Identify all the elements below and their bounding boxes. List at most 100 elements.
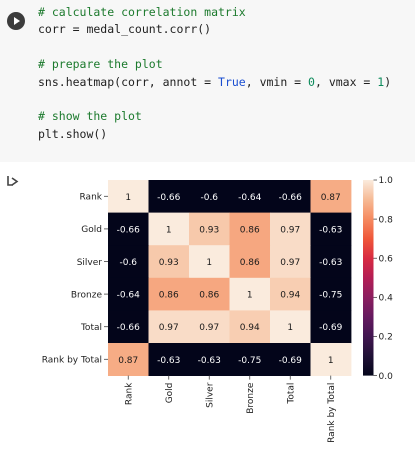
- code-token: , vmax =: [314, 74, 378, 89]
- y-tick-label: Bronze: [71, 290, 103, 300]
- colorbar-tick-label: 0.0: [379, 372, 394, 382]
- cell-value-label: -0.66: [117, 323, 141, 333]
- x-tick-label: Total: [287, 383, 297, 405]
- cell-value-label: 0.87: [118, 356, 138, 366]
- cell-value-label: 0.97: [199, 323, 219, 333]
- colorbar: [363, 180, 374, 376]
- code-token: True: [218, 74, 246, 89]
- cell-value-label: 1: [166, 225, 172, 235]
- cell-value-label: 0.87: [321, 193, 341, 203]
- heatmap-cell: [229, 343, 271, 376]
- colorbar-tick-label: 0.6: [379, 254, 394, 264]
- cell-value-label: 0.86: [240, 225, 260, 235]
- cell-output: 1 -0.66 -0.6 -0.64 -0.66 0.87 -0.66 1 0.93 0.86 0.…: [0, 162, 415, 452]
- heatmap-cell: [229, 277, 271, 311]
- y-tick-label: Silver: [77, 258, 103, 268]
- cell-value-label: -0.69: [279, 356, 303, 366]
- heatmap-cell: [148, 310, 190, 344]
- code-line: sns.heatmap(corr, annot = True, vmin = 0…: [38, 74, 391, 91]
- heatmap-cell: [189, 277, 230, 311]
- code-token: # prepare the plot: [38, 57, 163, 72]
- heatmap-cell: [310, 212, 352, 246]
- heatmap-cell: [310, 310, 352, 344]
- y-tick-label: Rank by Total: [42, 356, 102, 366]
- code-line: # prepare the plot: [38, 56, 391, 73]
- cell-value-label: 1: [328, 356, 334, 366]
- cell-value-label: -0.63: [319, 225, 342, 235]
- cell-value-label: -0.69: [319, 323, 343, 333]
- code-token: 0: [308, 74, 315, 89]
- code-token: # calculate correlation matrix: [38, 5, 246, 19]
- heatmap-cell: [189, 212, 230, 246]
- correlation-heatmap: 1 -0.66 -0.6 -0.64 -0.66 0.87 -0.66 1 0.93 0.86 0.…: [42, 176, 394, 443]
- heatmap-cell: [310, 343, 352, 376]
- heatmap-cell: [310, 245, 352, 279]
- heatmap-cell: [229, 245, 271, 279]
- code-line: corr = medal_count.corr(): [38, 21, 391, 38]
- cell-value-label: -0.66: [157, 193, 181, 203]
- heatmap-cell: [148, 212, 190, 246]
- heatmap-cell: [310, 277, 352, 311]
- heatmap-cell: [148, 277, 190, 311]
- output-arrow-icon: [7, 176, 19, 186]
- heatmap-cell: [108, 310, 149, 344]
- cell-value-label: -0.66: [117, 225, 141, 235]
- code-token: , vmin =: [245, 74, 309, 89]
- heatmap-cell: [108, 212, 149, 246]
- cell-value-label: 1: [206, 258, 212, 268]
- cell-value-label: 0.86: [199, 291, 219, 301]
- code-cell[interactable]: # calculate correlation matrix corr = med…: [0, 0, 415, 162]
- code-editor[interactable]: # calculate correlation matrix corr = med…: [38, 4, 391, 143]
- heatmap-cell: [108, 245, 149, 279]
- heatmap-cell: [270, 310, 311, 344]
- heatmap-cell: [108, 343, 149, 376]
- cell-value-label: 0.86: [159, 291, 179, 301]
- x-tick-label: Bronze: [246, 382, 256, 414]
- heatmap-cell: [148, 245, 190, 279]
- heatmap-cell: [229, 180, 271, 213]
- code-token: # show the plot: [38, 109, 142, 124]
- code-line: # show the plot: [38, 108, 391, 125]
- heatmap-cell: [189, 310, 230, 344]
- cell-value-label: -0.63: [319, 258, 342, 268]
- cell-value-label: 0.94: [240, 323, 260, 333]
- cell-value-label: 0.97: [280, 258, 300, 268]
- cell-value-label: -0.75: [238, 356, 261, 366]
- code-token: 1: [377, 74, 385, 89]
- heatmap-cell: [189, 245, 230, 279]
- code-line: [38, 91, 391, 108]
- heatmap-cell: [270, 343, 311, 376]
- colorbar-tick-label: 0.2: [379, 333, 393, 343]
- cell-value-label: 1: [125, 193, 131, 203]
- y-tick-label: Total: [80, 323, 102, 333]
- x-tick-label: Rank: [125, 382, 135, 405]
- y-tick-label: Gold: [81, 225, 102, 235]
- cell-value-label: 0.86: [240, 258, 260, 268]
- cell-value-label: 0.97: [280, 225, 300, 235]
- colorbar-tick-label: 0.8: [379, 215, 394, 225]
- code-token: plt.show(): [38, 126, 108, 141]
- heatmap-cell: [229, 310, 271, 344]
- code-token: ): [384, 74, 392, 89]
- heatmap-cell: [189, 343, 230, 376]
- heatmap-cell: [270, 277, 311, 311]
- heatmap-cell: [108, 277, 149, 311]
- cell-value-label: -0.75: [319, 291, 342, 301]
- cell-value-label: 0.93: [199, 225, 219, 235]
- heatmap-cell: [270, 245, 311, 279]
- heatmap-cell: [148, 343, 190, 376]
- heatmap-cell: [148, 180, 190, 213]
- y-tick-label: Rank: [80, 193, 103, 203]
- cell-value-label: -0.66: [279, 193, 303, 203]
- colorbar-tick-label: 0.4: [379, 294, 394, 304]
- heatmap-cell: [310, 180, 352, 213]
- cell-value-label: -0.64: [238, 193, 262, 203]
- run-cell-button[interactable]: [7, 12, 25, 30]
- cell-value-label: -0.6: [200, 193, 218, 203]
- heatmap-cell: [270, 180, 311, 213]
- code-line: plt.show(): [38, 126, 391, 143]
- code-token: corr = medal_count.corr(): [38, 22, 212, 37]
- heatmap-cell: [229, 212, 271, 246]
- code-line: # calculate correlation matrix: [38, 4, 391, 21]
- colorbar-tick-label: 1.0: [379, 176, 394, 186]
